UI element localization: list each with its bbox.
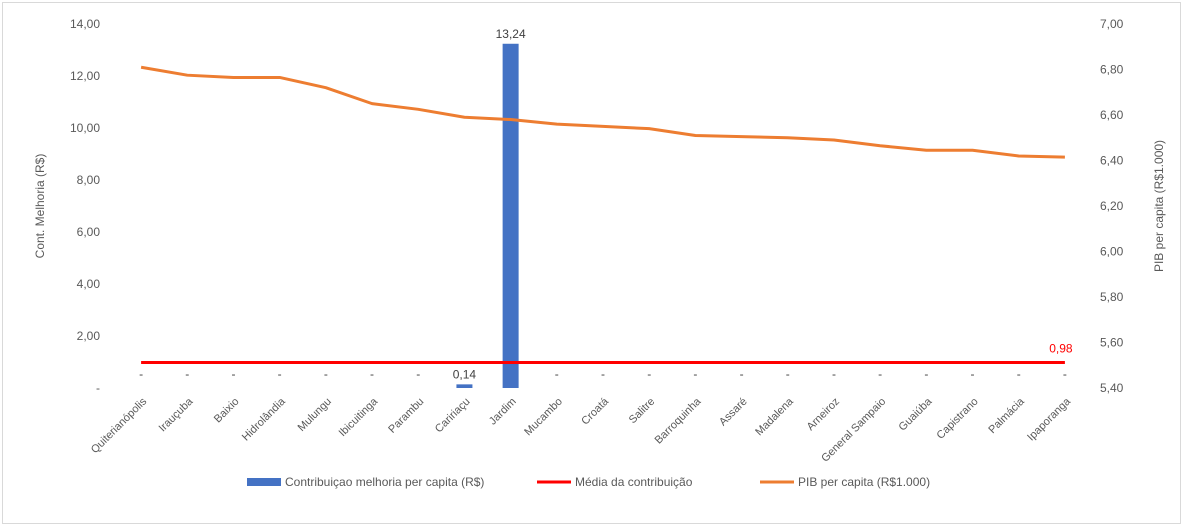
- x-category-label: Palmácia: [986, 395, 1027, 436]
- bar-data-label: -: [231, 367, 235, 381]
- bar-data-label: -: [740, 367, 744, 381]
- x-category-label: Ipaporanga: [1025, 395, 1073, 443]
- y-tick-label-right: 6,40: [1100, 154, 1124, 168]
- x-category-label: Baixio: [212, 396, 242, 426]
- y-tick-label-left: -: [96, 381, 100, 395]
- y-tick-label-right: 7,00: [1100, 17, 1124, 31]
- x-category-label: Irauçuba: [157, 395, 196, 434]
- x-category-label: Barroquinha: [653, 395, 704, 446]
- y-tick-label-right: 6,20: [1100, 199, 1124, 213]
- x-category-label: Guaiúba: [897, 395, 936, 434]
- x-category-label: Croatá: [579, 395, 611, 427]
- y-tick-label-right: 6,80: [1100, 63, 1124, 77]
- x-category-label: Salitre: [627, 396, 658, 427]
- y-tick-label-right: 5,40: [1100, 381, 1124, 395]
- pib-line: [140, 65, 1065, 159]
- bar-data-label: -: [878, 367, 882, 381]
- y-tick-label-left: 2,00: [77, 329, 101, 343]
- bar-data-label: -: [1063, 367, 1067, 381]
- x-category-label: Parambu: [386, 396, 426, 436]
- x-category-label: Hidrolândia: [240, 395, 288, 443]
- bar-data-label: 0,14: [453, 367, 477, 381]
- bar-data-label: -: [601, 367, 605, 381]
- legend-label-pib: PIB per capita (R$1.000): [798, 475, 930, 489]
- y-tick-label-right: 5,80: [1100, 290, 1124, 304]
- average-line-label: 0,98: [1049, 342, 1073, 356]
- bar-data-label: -: [370, 367, 374, 381]
- x-category-label: Mulungu: [296, 396, 334, 434]
- x-category-label: Assaré: [717, 396, 750, 429]
- bar-data-label: -: [1017, 367, 1021, 381]
- legend-label-average: Média da contribuição: [575, 475, 693, 489]
- y-tick-label-right: 5,60: [1100, 336, 1124, 350]
- x-category-label: Madalena: [753, 395, 796, 438]
- bar-data-label: -: [278, 367, 282, 381]
- bar-data-label: -: [924, 367, 928, 381]
- y-tick-label-left: 6,00: [77, 225, 101, 239]
- bar-data-label: -: [786, 367, 790, 381]
- x-category-label: Caririaçu: [433, 396, 473, 436]
- y-tick-label-left: 10,00: [70, 121, 100, 135]
- bar-data-label: 13,24: [496, 27, 526, 41]
- y-tick-label-left: 8,00: [77, 173, 101, 187]
- bar: [502, 43, 519, 388]
- y-axis-title-left: Cont. Melhoria (R$): [33, 154, 47, 259]
- bar-data-label: -: [185, 367, 189, 381]
- x-category-label: Capistrano: [935, 396, 981, 442]
- x-category-label: Mucambo: [522, 396, 565, 439]
- x-category-label: Jardim: [487, 396, 519, 428]
- bar-data-label: -: [647, 367, 651, 381]
- y-axis-title-right: PIB per capita (R$1.000): [1152, 140, 1166, 272]
- y-tick-label-right: 6,60: [1100, 108, 1124, 122]
- x-category-label: Quiterianópolis: [89, 395, 150, 456]
- y-tick-label-left: 12,00: [70, 69, 100, 83]
- x-category-label: Ibicuitinga: [337, 395, 381, 439]
- y-tick-label-left: 14,00: [70, 17, 100, 31]
- bar-data-label: -: [139, 367, 143, 381]
- y-tick-label-right: 6,00: [1100, 245, 1124, 259]
- legend-swatch-bar: [247, 478, 281, 486]
- bar-data-label: -: [832, 367, 836, 381]
- bar-data-label: -: [693, 367, 697, 381]
- x-category-label: Arneiroz: [805, 396, 842, 433]
- bar-data-label: -: [324, 367, 328, 381]
- legend-label-bar: Contribuiçao melhoria per capita (R$): [285, 475, 484, 489]
- bar-data-label: -: [416, 367, 420, 381]
- bar-data-label: -: [971, 367, 975, 381]
- y-tick-label-left: 4,00: [77, 277, 101, 291]
- bar-data-label: -: [555, 367, 559, 381]
- bar: [456, 384, 473, 388]
